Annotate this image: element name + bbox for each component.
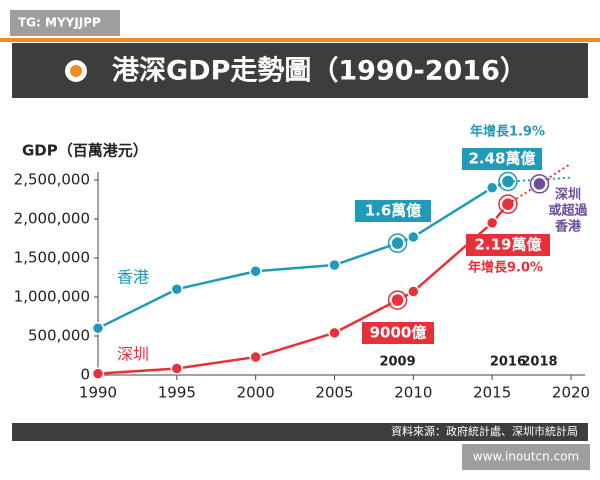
y-tick-label: 2,000,000: [14, 210, 90, 228]
point: [485, 216, 499, 230]
crossing-point: [532, 176, 547, 192]
top-rule: [0, 38, 600, 42]
point: [390, 235, 405, 251]
y-tick-label: 2,500,000: [14, 171, 90, 189]
point: [249, 265, 262, 278]
site: www.inoutcn.com: [473, 450, 579, 464]
annotation: 2.48萬億: [468, 150, 535, 168]
highlight-ring: [387, 290, 408, 310]
watermark: TG: MYYJJPP: [18, 16, 101, 30]
point: [91, 367, 105, 380]
y-tick-label: 1,500,000: [14, 249, 90, 267]
point: [390, 292, 405, 308]
annotation: 香港: [554, 219, 582, 235]
annotation: 或超過: [548, 203, 588, 219]
watermark-box: [10, 10, 120, 36]
callout-box: [462, 148, 542, 170]
x-tick-label: 2000: [237, 384, 275, 402]
highlight-ring: [498, 171, 518, 192]
logo: [65, 60, 87, 82]
highlight-year: 2016: [490, 355, 526, 370]
highlight-ring: [498, 194, 518, 214]
series-label: 香港: [117, 268, 149, 287]
y-axis-label: GDP（百萬港元）: [22, 142, 148, 160]
callout-box: [355, 200, 431, 222]
annotation: 9000億: [370, 324, 427, 342]
source: 資料來源：政府統計處、深圳市統計局: [391, 424, 578, 438]
y-tick-label: 0: [80, 366, 90, 384]
x-tick-label: 2010: [394, 384, 432, 402]
annotation: 年增長1.9%: [470, 124, 545, 140]
footer: [12, 423, 588, 441]
y-tick-label: 1,000,000: [14, 288, 90, 306]
point: [328, 326, 341, 340]
annotation: 2.19萬億: [474, 236, 541, 254]
x-tick-label: 2015: [473, 384, 511, 402]
series-line: [97, 203, 509, 375]
annotation: 年增長9.0%: [468, 260, 543, 276]
x-tick-label: 2005: [315, 384, 353, 402]
annotations: 年增長1.9% 2.48萬億 1.6萬億 2.19萬億 年增長9.0% 9000…: [355, 124, 588, 344]
highlight-year: 2009: [379, 355, 415, 370]
series-line: [97, 180, 509, 330]
point: [91, 321, 105, 335]
x-tick-label: 2020: [552, 384, 590, 402]
point: [328, 258, 341, 272]
highlight-year: 2018: [521, 355, 557, 370]
annotation: 深圳: [555, 187, 581, 203]
chart-title: 港深GDP走勢圖（1990-2016）: [112, 56, 527, 87]
highlight-ring: [387, 233, 408, 253]
point: [170, 362, 184, 375]
point: [249, 350, 262, 364]
x-tick-label: 1990: [79, 384, 117, 402]
series-label: 深圳: [117, 345, 149, 364]
y-tick-label: 500,000: [28, 327, 90, 345]
x-tick-label: 1995: [158, 384, 196, 402]
header: [12, 43, 588, 98]
point: [407, 230, 420, 244]
callout-box: [362, 322, 434, 344]
annotation: 1.6萬億: [365, 202, 422, 220]
point: [170, 282, 184, 296]
point: [407, 285, 420, 298]
highlight-ring: [529, 174, 550, 194]
callout-box: [466, 234, 550, 256]
point: [485, 181, 499, 195]
site-box: [462, 444, 590, 470]
